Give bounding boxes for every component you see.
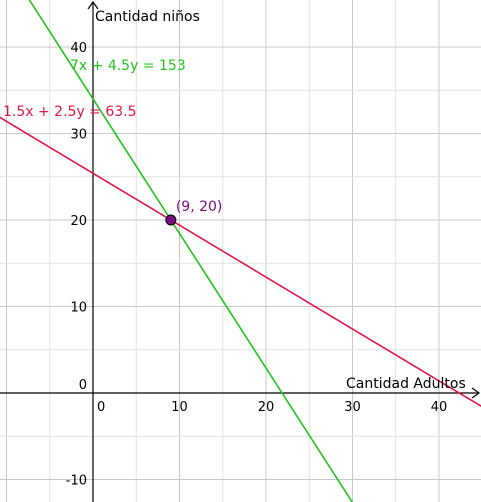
y-axis-title: Cantidad niños <box>95 9 200 25</box>
series-label-red: 1.5x + 2.5y = 63.5 <box>3 104 137 120</box>
x-tick-label: 10 <box>171 400 188 415</box>
y-tick-label: 20 <box>70 214 87 229</box>
annotations: Cantidad niños Cantidad Adultos 7x + 4.5… <box>3 9 466 392</box>
y-tick-label: 30 <box>70 128 87 143</box>
y-tick-label: 0 <box>79 378 87 393</box>
y-tick-label: 40 <box>70 41 87 56</box>
series-label-green: 7x + 4.5y = 153 <box>70 58 186 74</box>
x-tick-label: 40 <box>431 400 448 415</box>
y-tick-label: 10 <box>70 301 87 316</box>
series-line-red <box>0 106 481 417</box>
x-axis-title: Cantidad Adultos <box>346 376 466 392</box>
intersection-point-label: (9, 20) <box>176 199 223 215</box>
x-tick-label: 0 <box>97 400 105 415</box>
x-tick-label: 30 <box>344 400 361 415</box>
y-tick-label: -10 <box>66 474 87 489</box>
intersection-point[interactable] <box>166 215 176 225</box>
x-tick-label: 20 <box>258 400 275 415</box>
